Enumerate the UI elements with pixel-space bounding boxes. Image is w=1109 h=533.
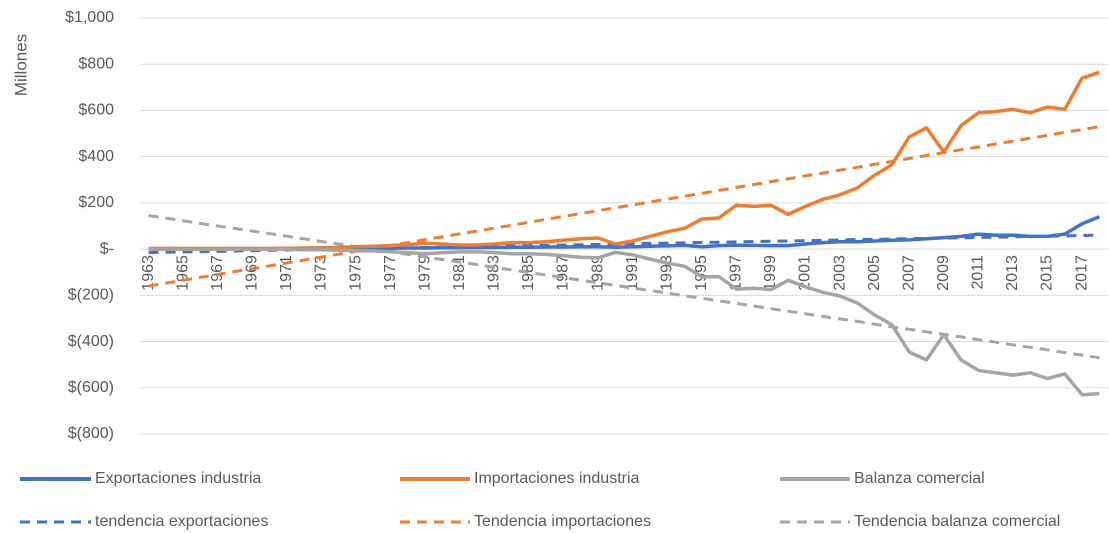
legend-label: Exportaciones industria [95, 470, 261, 487]
y-tick-label: $(800) [68, 425, 114, 442]
x-tick-label: 1985 [520, 255, 537, 291]
legend-label: Tendencia importaciones [474, 513, 651, 530]
x-tick-label: 1991 [624, 255, 641, 291]
x-tick-label: 1965 [174, 255, 191, 291]
x-tick-label: 1995 [693, 255, 710, 291]
x-tick-label: 1963 [140, 255, 157, 291]
y-tick-label: $(600) [68, 379, 114, 396]
x-tick-label: 1989 [589, 255, 606, 291]
x-tick-label: 2015 [1039, 255, 1056, 291]
x-tick-label: 1973 [313, 255, 330, 291]
legend-label: Tendencia balanza comercial [854, 513, 1060, 530]
x-tick-label: 1979 [416, 255, 433, 291]
x-tick-label: 1971 [278, 255, 295, 291]
x-tick-label: 2009 [935, 255, 952, 291]
y-tick-label: $200 [78, 194, 114, 211]
y-axis-label: Millones [11, 34, 30, 96]
x-tick-label: 2013 [1004, 255, 1021, 291]
legend-label: tendencia exportaciones [95, 513, 268, 530]
y-tick-label: $- [100, 240, 114, 257]
y-tick-label: $(400) [68, 333, 114, 350]
x-tick-label: 1997 [728, 255, 745, 291]
x-tick-label: 1983 [486, 255, 503, 291]
x-tick-label: 1981 [451, 255, 468, 291]
y-tick-label: $1,000 [65, 9, 114, 26]
x-tick-label: 1969 [244, 255, 261, 291]
x-tick-label: 2007 [900, 255, 917, 291]
y-tick-label: $400 [78, 148, 114, 165]
y-tick-label: $800 [78, 55, 114, 72]
y-tick-label: $(200) [68, 287, 114, 304]
series-line [148, 214, 1100, 360]
x-tick-label: 1967 [209, 255, 226, 291]
x-tick-label: 2001 [797, 255, 814, 291]
x-tick-label: 2017 [1073, 255, 1090, 291]
y-tick-label: $600 [78, 102, 114, 119]
x-tick-label: 1987 [555, 255, 572, 291]
x-tick-label: 1977 [382, 255, 399, 291]
legend-label: Importaciones industria [474, 470, 640, 487]
legend-label: Balanza comercial [854, 470, 985, 487]
series-line [148, 247, 1100, 397]
series-line [148, 125, 1100, 288]
x-tick-label: 2005 [866, 255, 883, 291]
x-tick-label: 2011 [970, 255, 987, 290]
x-tick-label: 1999 [762, 255, 779, 291]
x-tick-label: 2003 [831, 255, 848, 291]
series-line [148, 70, 1100, 251]
x-tick-label: 1975 [347, 255, 364, 291]
